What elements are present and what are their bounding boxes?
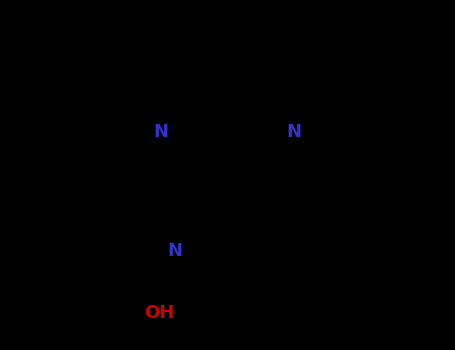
Text: OH: OH bbox=[144, 304, 174, 322]
Text: N: N bbox=[167, 243, 182, 260]
Text: N: N bbox=[153, 123, 168, 141]
Text: N: N bbox=[287, 123, 302, 141]
